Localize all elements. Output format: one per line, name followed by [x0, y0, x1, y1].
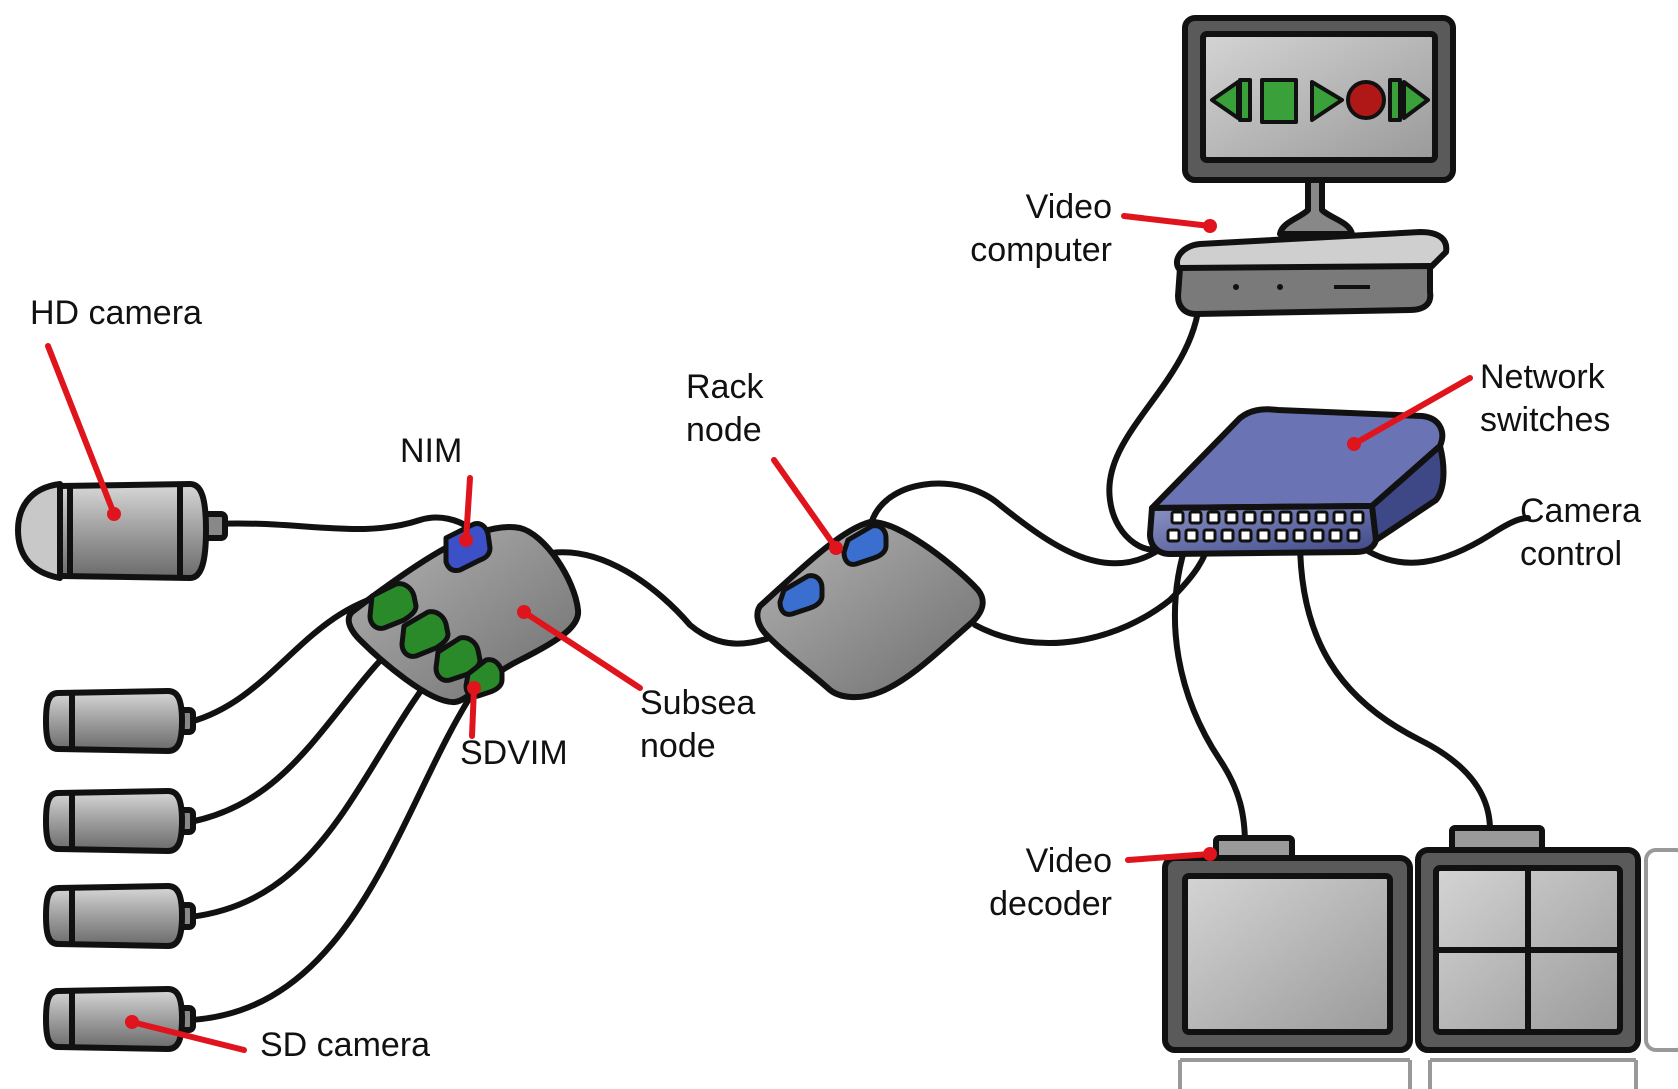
monitor-stand	[1277, 177, 1355, 237]
label-network-switches: Network switches	[1480, 358, 1611, 439]
switch-port	[1292, 528, 1307, 543]
label-video-computer: Video computer	[970, 188, 1112, 269]
pointer-rack-node	[771, 457, 843, 555]
label-video-decoder: Video decoder	[989, 842, 1112, 923]
cable-rack-to-switch	[972, 532, 1215, 646]
previous-icon	[1210, 78, 1252, 122]
switch-port	[1314, 510, 1329, 525]
cable-hd-camera	[211, 514, 473, 533]
switch-port	[1220, 528, 1235, 543]
switch-port	[1206, 510, 1221, 525]
switch-port	[1260, 510, 1275, 525]
monitor-row-edge	[1178, 848, 1678, 1089]
switch-port	[1224, 510, 1239, 525]
cable-sd-camera-4	[187, 682, 481, 1023]
switch-port	[1274, 528, 1289, 543]
label-subsea-node: Subsea node	[640, 684, 756, 765]
pointer-subsea-node	[517, 605, 643, 691]
switch-port	[1202, 528, 1217, 543]
switch-port	[1188, 510, 1203, 525]
record-icon	[1346, 80, 1386, 120]
rack-node	[754, 519, 986, 700]
decoder-monitor-single	[1162, 855, 1413, 1053]
cables	[187, 287, 1531, 1023]
pointer-nim	[459, 475, 473, 547]
label-camera-control: Camera control	[1520, 492, 1641, 573]
sd-camera-1	[43, 688, 196, 754]
switch-port	[1238, 528, 1253, 543]
network-switch-ports	[1166, 510, 1365, 543]
cable-computer-to-switch	[1106, 287, 1203, 553]
switch-port	[1166, 528, 1181, 543]
label-sdvim: SDVIM	[460, 734, 568, 772]
sd-camera-2	[43, 788, 196, 854]
switch-port	[1346, 528, 1361, 543]
sdvim-modules	[367, 581, 505, 699]
switch-port	[1310, 528, 1325, 543]
cable-sd-camera-3	[187, 652, 451, 920]
stop-icon	[1260, 78, 1298, 124]
switch-port	[1256, 528, 1271, 543]
pointer-network-switches	[1347, 375, 1473, 451]
sd-camera-4	[43, 986, 196, 1052]
pointer-sd-camera	[125, 1015, 247, 1053]
pointer-hd-camera	[45, 343, 121, 521]
decoder-monitor-quad	[1415, 847, 1641, 1053]
subsea-node	[345, 524, 582, 705]
computer-base-front	[1175, 263, 1434, 317]
rack-node-ports	[777, 523, 889, 617]
label-hd-camera: HD camera	[30, 294, 202, 332]
label-sd-camera: SD camera	[260, 1026, 431, 1064]
switch-port	[1350, 510, 1365, 525]
switch-port	[1184, 528, 1199, 543]
cable-subsea-to-rack	[537, 549, 793, 647]
switch-port	[1242, 510, 1257, 525]
switch-port	[1296, 510, 1311, 525]
cable-switch-to-monitor	[1297, 537, 1493, 833]
pointer-video-computer	[1121, 213, 1217, 233]
media-controls	[1210, 78, 1430, 124]
video-computer	[1173, 15, 1456, 317]
nim-module	[443, 521, 493, 573]
cable-camera-control	[1349, 515, 1531, 566]
play-icon	[1310, 80, 1344, 122]
switch-port	[1278, 510, 1293, 525]
pointer-sdvim	[467, 681, 481, 739]
cable-switch-to-decoder	[1171, 535, 1248, 848]
hd-camera	[15, 481, 228, 581]
switch-port	[1328, 528, 1343, 543]
pointer-video-decoder	[1125, 847, 1217, 863]
computer-base-top	[1173, 229, 1450, 273]
switch-port	[1332, 510, 1347, 525]
label-rack-node: Rack node	[686, 368, 764, 449]
switch-port	[1170, 510, 1185, 525]
cable-sd-camera-1	[187, 593, 383, 725]
pointers	[45, 213, 1473, 1053]
sd-camera-3	[43, 883, 196, 949]
label-nim: NIM	[400, 432, 463, 470]
next-icon	[1388, 78, 1430, 122]
